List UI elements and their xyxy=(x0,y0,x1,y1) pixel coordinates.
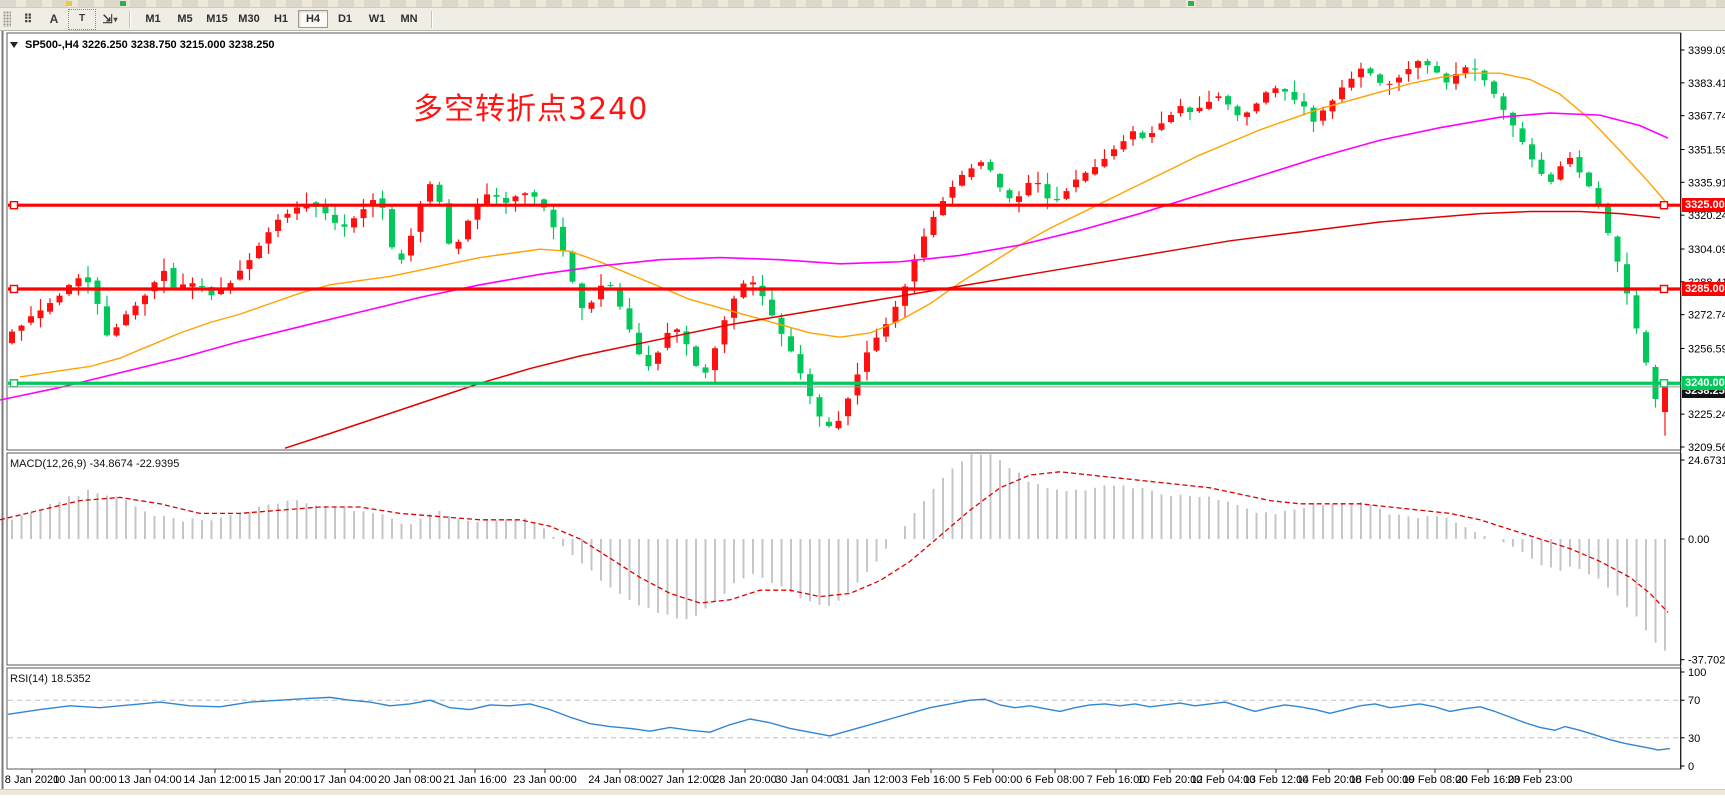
text-a-icon[interactable]: A xyxy=(49,12,59,26)
rsi-axis-tick: 70 xyxy=(1688,695,1700,707)
level-handle[interactable] xyxy=(9,284,19,294)
level-handle[interactable] xyxy=(1659,200,1669,210)
time-axis-label: 13 Feb 12:00 xyxy=(1243,774,1309,786)
macd-histogram xyxy=(11,453,1666,651)
clipped-icon xyxy=(66,1,72,6)
macd-axis-tick: 24.6731 xyxy=(1688,455,1725,467)
chart-toolbar: ⠿ A T ⇲ ▾ M1 M5 M15 M30 H1 H4 D1 W1 MN xyxy=(0,8,1725,31)
level-badge-3325: 3325.000 xyxy=(1682,198,1725,213)
candles-layer xyxy=(9,58,1668,436)
ma-fast-line xyxy=(19,72,1666,378)
price-axis-tick: 3351.590 xyxy=(1688,144,1725,156)
macd-axis-tick: 0.00 xyxy=(1688,534,1709,546)
time-axis-label: 20 Jan 08:00 xyxy=(378,774,442,786)
price-axis-tick: 3272.740 xyxy=(1688,310,1725,322)
macd-axis-tick: -37.7027 xyxy=(1688,655,1725,667)
time-axis-label: 7 Feb 16:00 xyxy=(1086,774,1146,786)
chart-dropdown-icon[interactable] xyxy=(10,42,18,48)
time-axis-label: 12 Feb 04:00 xyxy=(1190,774,1256,786)
text-box-icon[interactable]: T xyxy=(68,8,96,30)
symbol-ohlc-text: SP500-,H4 3226.250 3238.750 3215.000 323… xyxy=(25,39,275,51)
time-axis-label: 10 Jan 00:00 xyxy=(53,774,117,786)
time-axis-label: 31 Jan 12:00 xyxy=(837,774,901,786)
price-axis-tick: 3383.415 xyxy=(1688,78,1725,90)
time-axis-label: 30 Jan 04:00 xyxy=(775,774,839,786)
panel-frame xyxy=(6,452,1682,666)
price-axis-tick: 3335.915 xyxy=(1688,177,1725,189)
timeframe-button-H1[interactable]: H1 xyxy=(273,13,289,25)
timeframe-button-M5[interactable]: M5 xyxy=(177,13,193,25)
time-axis-label: 8 Jan 2020 xyxy=(4,774,60,786)
level-badge-3285: 3285.000 xyxy=(1682,281,1725,296)
price-axis-tick: 3209.565 xyxy=(1688,442,1725,454)
panel-frame xyxy=(6,32,1682,451)
time-axis-label: 23 Jan 00:00 xyxy=(513,774,577,786)
toolbar-separator xyxy=(431,10,433,28)
line-styles-glyph: ⇲ xyxy=(102,12,113,26)
timeframe-button-M30[interactable]: M30 xyxy=(238,13,260,25)
chart-annotation-text[interactable]: 多空转折点3240 xyxy=(413,92,649,127)
panel-frame xyxy=(6,667,1682,770)
time-axis-label: 19 Feb 08:00 xyxy=(1402,774,1468,786)
rsi-label: RSI(14) 18.5352 xyxy=(10,673,91,685)
clipped-icon xyxy=(120,1,126,6)
time-axis-label: 27 Jan 12:00 xyxy=(651,774,715,786)
level-badge-3240: 3240.000 xyxy=(1682,376,1725,391)
level-handle[interactable] xyxy=(1659,284,1669,294)
timeframe-button-H4[interactable]: H4 xyxy=(298,10,328,28)
time-axis-label: 21 Jan 16:00 xyxy=(443,774,507,786)
timeframe-button-D1[interactable]: D1 xyxy=(337,13,353,25)
price-axis-tick: 3256.590 xyxy=(1688,343,1725,355)
chevron-down-icon: ▾ xyxy=(113,14,118,24)
timeframe-button-W1[interactable]: W1 xyxy=(368,13,386,25)
level-handle[interactable] xyxy=(1659,379,1669,388)
price-axis-tick: 3304.090 xyxy=(1688,244,1725,256)
time-axis-label: 17 Jan 04:00 xyxy=(313,774,377,786)
time-axis-label: 23 Feb 23:00 xyxy=(1507,774,1573,786)
time-axis-label: 14 Feb 20:00 xyxy=(1296,774,1362,786)
new-order-grid-icon[interactable]: ⠿ xyxy=(23,12,33,26)
toolbar-grip[interactable] xyxy=(3,11,11,27)
timeframe-button-MN[interactable]: MN xyxy=(400,13,418,25)
ma-slow-line xyxy=(284,210,1661,449)
price-axis-tick: 3225.240 xyxy=(1688,409,1725,421)
rsi-line xyxy=(7,696,1671,751)
time-axis-label: 10 Feb 20:00 xyxy=(1137,774,1203,786)
time-axis-label: 5 Feb 00:00 xyxy=(963,774,1023,786)
clipped-main-toolbar xyxy=(0,0,1725,8)
time-axis-label: 15 Jan 20:00 xyxy=(248,774,312,786)
timeframe-button-M15[interactable]: M15 xyxy=(206,13,228,25)
rsi-axis-tick: 30 xyxy=(1688,733,1700,745)
time-axis-label: 3 Feb 16:00 xyxy=(901,774,961,786)
time-axis-label: 13 Jan 04:00 xyxy=(118,774,182,786)
timeframe-button-M1[interactable]: M1 xyxy=(145,13,161,25)
price-axis-tick: 3320.240 xyxy=(1688,210,1725,222)
time-axis-label: 14 Jan 12:00 xyxy=(183,774,247,786)
timeframe-bar: M1 M5 M15 M30 H1 H4 D1 W1 MN xyxy=(137,10,425,28)
macd-signal-line xyxy=(0,471,1669,613)
symbol-ohlc-line: SP500-,H4 3226.250 3238.750 3215.000 323… xyxy=(10,39,275,51)
ma-mid-line xyxy=(0,112,1669,401)
price-axis-tick: 3399.090 xyxy=(1688,45,1725,57)
time-axis-label: 18 Feb 00:00 xyxy=(1349,774,1415,786)
time-axis-label: 6 Feb 08:00 xyxy=(1025,774,1085,786)
level-handle[interactable] xyxy=(9,379,19,388)
line-styles-icon[interactable]: ⇲ ▾ xyxy=(98,9,122,30)
level-handle[interactable] xyxy=(9,200,19,210)
time-axis-label: 20 Feb 16:00 xyxy=(1455,774,1521,786)
time-axis-label: 24 Jan 08:00 xyxy=(588,774,652,786)
clipped-icon xyxy=(1188,1,1194,6)
macd-label: MACD(12,26,9) -34.8674 -22.9395 xyxy=(10,458,180,470)
window-bottom-edge xyxy=(0,789,1725,795)
price-axis-tick: 3367.740 xyxy=(1688,111,1725,123)
time-axis-label: 28 Jan 20:00 xyxy=(713,774,777,786)
rsi-axis-tick: 100 xyxy=(1688,667,1706,679)
toolbar-separator xyxy=(129,10,131,28)
rsi-axis-tick: 0 xyxy=(1688,761,1694,773)
